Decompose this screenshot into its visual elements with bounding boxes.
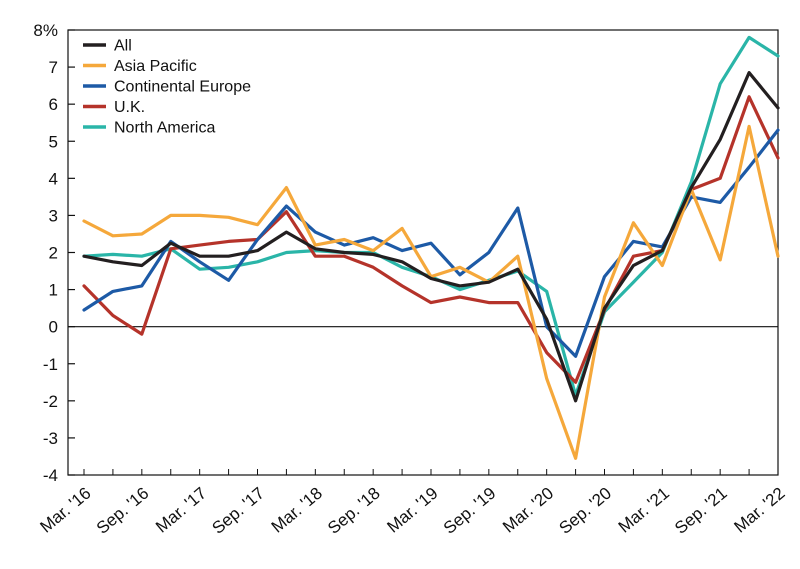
x-tick-label: Sep. '19 bbox=[440, 484, 500, 538]
legend-label: Asia Pacific bbox=[114, 58, 197, 75]
legend: All Asia Pacific Continental Europe U.K. Nor… bbox=[83, 38, 251, 137]
series-layer bbox=[82, 35, 780, 460]
x-tick-label: Mar. '20 bbox=[499, 484, 557, 537]
y-tick-label: 7 bbox=[49, 58, 58, 77]
x-tick-label: Sep. '18 bbox=[324, 484, 384, 538]
x-tick-label: Sep. '21 bbox=[671, 484, 731, 538]
x-tick-label: Sep. '16 bbox=[93, 484, 153, 538]
series-line-asia-pacific bbox=[82, 124, 780, 460]
x-tick-label: Mar. '21 bbox=[615, 484, 673, 537]
y-tick-label: -4 bbox=[43, 466, 58, 485]
legend-label: U.K. bbox=[114, 99, 145, 116]
x-tick-label: Mar. '16 bbox=[36, 484, 94, 537]
y-tick-label: 2 bbox=[49, 244, 58, 263]
x-tick-label: Sep. '20 bbox=[555, 484, 615, 538]
y-tick-label: 5 bbox=[49, 132, 58, 151]
series-line-continental-europe bbox=[82, 128, 780, 358]
y-tick-label: -1 bbox=[43, 355, 58, 374]
y-tick-label: 1 bbox=[49, 281, 58, 300]
y-tick-label: -3 bbox=[43, 429, 58, 448]
y-tick-label: 4 bbox=[49, 169, 58, 188]
x-tick-label: Mar. '18 bbox=[268, 484, 326, 537]
y-tick-label: -2 bbox=[43, 392, 58, 411]
x-tick-label: Mar. '19 bbox=[383, 484, 441, 537]
x-tick-label: Sep. '17 bbox=[208, 484, 268, 538]
series-line-all bbox=[82, 70, 780, 403]
y-tick-label: 3 bbox=[49, 206, 58, 225]
legend-label: North America bbox=[114, 120, 215, 137]
legend-label: All bbox=[114, 38, 132, 55]
y-axis: -4 -3 -2 -1 0 1 2 3 4 5 6 7 8% bbox=[33, 21, 778, 485]
x-tick-label: Mar. '22 bbox=[730, 484, 788, 537]
x-tick-label: Mar. '17 bbox=[152, 484, 210, 537]
y-tick-label: 0 bbox=[49, 318, 58, 337]
y-tick-label: 8% bbox=[33, 21, 58, 40]
y-tick-label: 6 bbox=[49, 95, 58, 114]
legend-label: Continental Europe bbox=[114, 79, 251, 96]
